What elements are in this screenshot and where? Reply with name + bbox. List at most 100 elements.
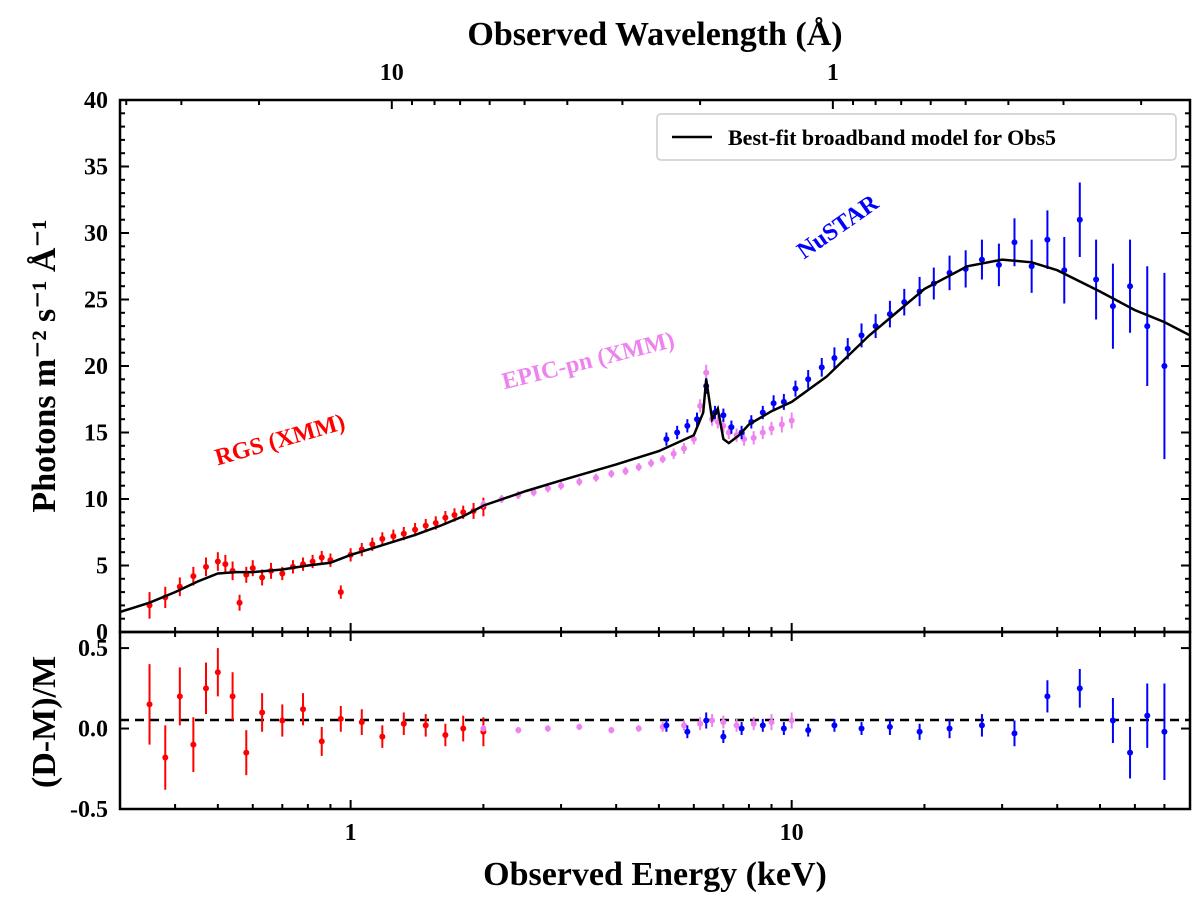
residual-epic-pn-xmm-point xyxy=(733,722,740,729)
residual-nustar-point xyxy=(780,725,787,732)
main-nustar-point xyxy=(728,424,735,431)
residual-nustar-point xyxy=(831,722,838,729)
residual-rgs-xmm-point xyxy=(176,693,183,700)
main-nustar-point xyxy=(1076,216,1083,223)
x-axis-label: Observed Energy (keV) xyxy=(483,856,827,893)
main-rgs-xmm-point xyxy=(309,558,316,565)
main-nustar-point xyxy=(858,332,865,339)
main-y-tick-label-15: 15 xyxy=(84,421,108,447)
main-epic-pn-xmm-point xyxy=(659,456,666,463)
residual-epic-pn-xmm-point xyxy=(635,725,642,732)
main-epic-pn-xmm-point xyxy=(622,468,629,475)
main-epic-pn-xmm-point xyxy=(558,482,565,489)
main-epic-pn-xmm-point xyxy=(670,450,677,457)
residual-rgs-xmm-point xyxy=(400,720,407,727)
main-y-axis-label: Photons m⁻² s⁻¹ Å⁻¹ xyxy=(26,219,63,512)
x-tick-label-10: 10 xyxy=(780,820,804,846)
residual-y-tick-label-0-5: -0.5 xyxy=(70,797,108,823)
main-epic-pn-xmm-point xyxy=(778,421,785,428)
residual-nustar-point xyxy=(663,722,670,729)
main-nustar-point xyxy=(780,398,787,405)
main-nustar-point xyxy=(805,376,812,383)
main-panel-frame xyxy=(118,98,1192,634)
residual-nustar-point xyxy=(978,722,985,729)
main-y-tick-label-5: 5 xyxy=(96,554,108,580)
residual-panel-frame xyxy=(118,630,1192,811)
residual-nustar-point xyxy=(916,728,923,735)
main-rgs-xmm-point xyxy=(369,541,376,548)
residual-y-axis-label: (D-M)/M xyxy=(26,656,63,788)
main-nustar-point xyxy=(1093,276,1100,283)
residual-nustar-point xyxy=(1076,685,1083,692)
main-y-tick-label-0: 0 xyxy=(96,620,108,646)
residual-epic-pn-xmm-point xyxy=(720,719,727,726)
main-spectrum-panel: 0 5 10 15 20 25 30 35 40 Photons m⁻² s⁻¹ Å⁻¹ RGS… xyxy=(26,88,1192,646)
main-epic-pn-xmm-point xyxy=(530,489,537,496)
residual-y-tick-label-0-5: 0.5 xyxy=(78,636,108,662)
main-rgs-xmm-point xyxy=(412,526,419,533)
residual-rgs-xmm-point xyxy=(190,741,197,748)
main-rgs-xmm-point xyxy=(432,519,439,526)
main-data-layer xyxy=(119,182,1191,619)
residual-rgs-xmm-point xyxy=(243,749,250,756)
main-rgs-xmm-point xyxy=(190,573,197,580)
main-nustar-point xyxy=(844,345,851,352)
residual-series-epic-pn-xmm xyxy=(480,712,795,734)
residual-rgs-xmm-point xyxy=(202,685,209,692)
residual-rgs-xmm-point xyxy=(318,738,325,745)
rgs-instrument-label: RGS (XMM) xyxy=(212,409,348,471)
main-nustar-point xyxy=(1109,303,1116,310)
main-rgs-xmm-point xyxy=(279,570,286,577)
residual-nustar-point xyxy=(946,725,953,732)
residual-y-tick-label-0: 0.0 xyxy=(78,717,108,743)
residual-epic-pn-xmm-point xyxy=(515,727,522,734)
residual-panel: -0.5 0.0 0.5 (D-M)/M xyxy=(26,630,1192,823)
main-rgs-xmm-point xyxy=(249,565,256,572)
residual-rgs-xmm-point xyxy=(422,722,429,729)
residual-epic-pn-xmm-point xyxy=(709,717,716,724)
residual-nustar-point xyxy=(720,733,727,740)
residual-nustar-point xyxy=(738,725,745,732)
top-tick-label-1: 1 xyxy=(827,60,839,86)
main-epic-pn-xmm-point xyxy=(788,417,795,424)
main-y-tick-label-30: 30 xyxy=(84,221,108,247)
residual-rgs-xmm-point xyxy=(460,725,467,732)
main-axes: 0 5 10 15 20 25 30 35 40 xyxy=(84,88,1191,646)
residual-epic-pn-xmm-point xyxy=(697,720,704,727)
residual-rgs-xmm-point xyxy=(279,717,286,724)
main-rgs-xmm-point xyxy=(236,599,243,606)
main-epic-pn-xmm-point xyxy=(648,460,655,467)
epic-pn-instrument-label: EPIC-pn (XMM) xyxy=(499,327,677,395)
residual-rgs-xmm-point xyxy=(162,754,169,761)
main-y-tick-label-35: 35 xyxy=(84,155,108,181)
main-y-tick-label-10: 10 xyxy=(84,487,108,513)
bottom-energy-axis: 1 10 xyxy=(345,820,804,846)
main-rgs-xmm-point xyxy=(214,558,221,565)
main-nustar-point xyxy=(770,400,777,407)
residual-epic-pn-xmm-point xyxy=(750,720,757,727)
main-rgs-xmm-point xyxy=(390,533,397,540)
residual-epic-pn-xmm-point xyxy=(768,719,775,726)
residual-epic-pn-xmm-point xyxy=(544,725,551,732)
main-series-rgs-xmm xyxy=(146,497,487,619)
main-nustar-point xyxy=(978,256,985,263)
residual-rgs-xmm-point xyxy=(379,733,386,740)
residual-rgs-xmm-point xyxy=(146,701,153,708)
residual-rgs-xmm-point xyxy=(259,709,266,716)
main-epic-pn-xmm-point xyxy=(690,436,697,443)
main-nustar-point xyxy=(995,261,1002,268)
main-epic-pn-xmm-point xyxy=(750,434,757,441)
residual-rgs-xmm-point xyxy=(337,715,344,722)
main-nustar-point xyxy=(674,429,681,436)
main-epic-pn-xmm-point xyxy=(703,369,710,376)
main-epic-pn-xmm-point xyxy=(635,464,642,471)
residual-nustar-point xyxy=(759,722,766,729)
legend-box xyxy=(656,113,1177,161)
top-axis-title: Observed Wavelength (Å) xyxy=(467,16,842,53)
residual-rgs-xmm-point xyxy=(358,719,365,726)
legend-model-label: Best-fit broadband model for Obs5 xyxy=(728,125,1056,150)
residual-axes: -0.5 0.0 0.5 xyxy=(70,632,1191,823)
residual-nustar-point xyxy=(1127,749,1134,756)
residual-nustar-point xyxy=(703,717,710,724)
